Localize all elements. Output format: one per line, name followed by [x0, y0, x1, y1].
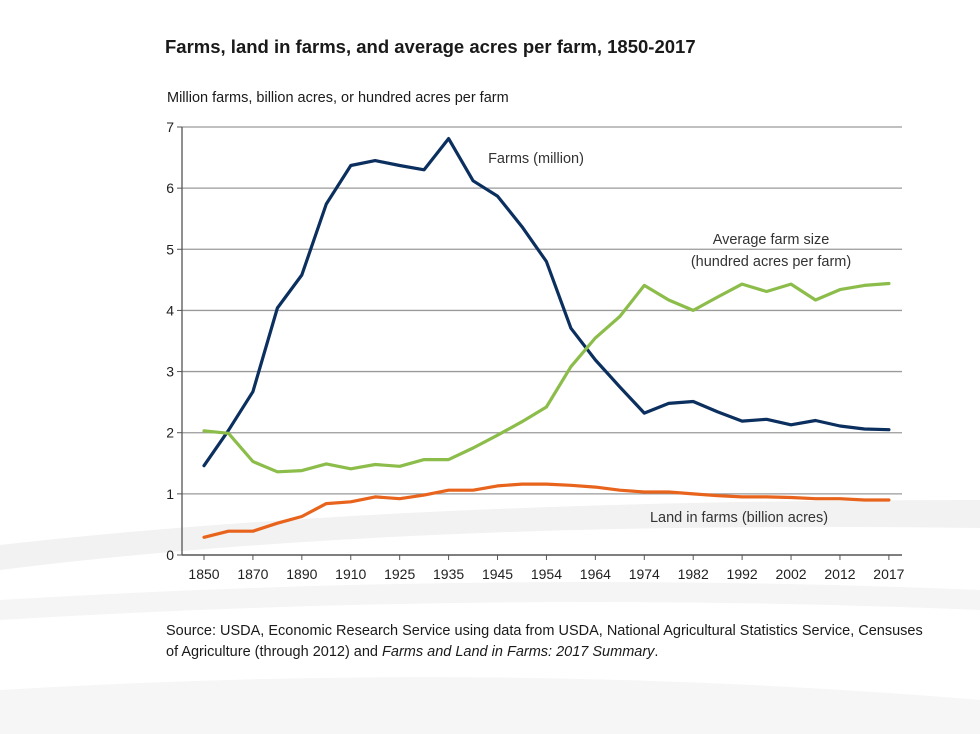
x-tick-label: 2017 — [873, 566, 904, 582]
x-tick-label: 1935 — [433, 566, 464, 582]
legend-label-avg-size: Average farm size — [713, 232, 830, 248]
x-tick-label: 1850 — [188, 566, 219, 582]
y-tick-label: 4 — [166, 302, 174, 318]
x-tick-label: 1974 — [629, 566, 660, 582]
x-tick-label: 1890 — [286, 566, 317, 582]
series-line-2 — [202, 482, 891, 539]
x-tick-label: 1982 — [678, 566, 709, 582]
x-tick-label: 1910 — [335, 566, 366, 582]
source-note: Source: USDA, Economic Research Service … — [166, 621, 926, 663]
y-tick-label: 1 — [166, 486, 174, 502]
x-tick-label: 1870 — [237, 566, 268, 582]
x-tick-label: 1925 — [384, 566, 415, 582]
source-italic-title: Farms and Land in Farms: 2017 Summary — [382, 644, 655, 660]
x-tick-label: 2012 — [824, 566, 855, 582]
x-tick-label: 1945 — [482, 566, 513, 582]
source-end: . — [654, 644, 659, 660]
y-tick-label: 0 — [166, 547, 174, 563]
x-tick-label: 1954 — [531, 566, 562, 582]
chart-title: Farms, land in farms, and average acres … — [165, 36, 696, 57]
series-line-0 — [202, 137, 891, 468]
x-tick-label: 1964 — [580, 566, 611, 582]
legend-label-farms: Farms (million) — [488, 151, 584, 167]
source-text: Source: USDA, Economic Research Service … — [166, 623, 923, 660]
legend-label-land: Land in farms (billion acres) — [650, 510, 828, 526]
y-tick-label: 6 — [166, 180, 174, 196]
y-tick-label: 7 — [166, 119, 174, 135]
y-axis-label: Million farms, billion acres, or hundred… — [167, 90, 509, 106]
series-line-1 — [202, 281, 891, 474]
x-tick-label: 2002 — [775, 566, 806, 582]
y-tick-label: 3 — [166, 364, 174, 380]
y-tick-label: 2 — [166, 425, 174, 441]
legend-label-avg-size-units: (hundred acres per farm) — [691, 254, 851, 270]
y-tick-label: 5 — [166, 241, 174, 257]
x-tick-label: 1992 — [727, 566, 758, 582]
